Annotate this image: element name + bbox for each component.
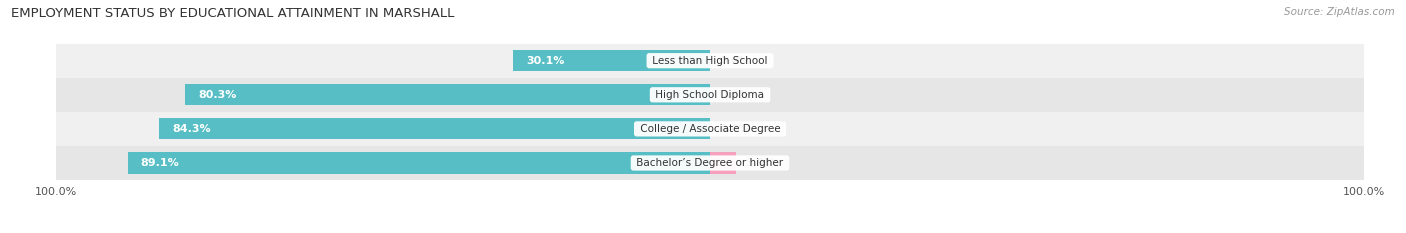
Text: High School Diploma: High School Diploma: [652, 90, 768, 100]
Text: Bachelor’s Degree or higher: Bachelor’s Degree or higher: [633, 158, 787, 168]
Text: Source: ZipAtlas.com: Source: ZipAtlas.com: [1284, 7, 1395, 17]
Bar: [56, 78, 1364, 112]
Text: 84.3%: 84.3%: [172, 124, 211, 134]
Text: EMPLOYMENT STATUS BY EDUCATIONAL ATTAINMENT IN MARSHALL: EMPLOYMENT STATUS BY EDUCATIONAL ATTAINM…: [11, 7, 454, 20]
Text: 80.3%: 80.3%: [198, 90, 236, 100]
Text: 0.0%: 0.0%: [720, 90, 751, 100]
Text: Less than High School: Less than High School: [650, 56, 770, 66]
Bar: [186, 84, 710, 105]
Bar: [513, 50, 710, 71]
Bar: [128, 152, 710, 174]
Bar: [56, 112, 1364, 146]
Bar: [56, 44, 1364, 78]
Text: 0.0%: 0.0%: [720, 124, 751, 134]
Bar: [710, 152, 735, 174]
Bar: [56, 146, 1364, 180]
Text: 0.0%: 0.0%: [720, 56, 751, 66]
Legend: In Labor Force, Unemployed: In Labor Force, Unemployed: [598, 232, 823, 233]
Text: College / Associate Degree: College / Associate Degree: [637, 124, 783, 134]
Text: 89.1%: 89.1%: [141, 158, 180, 168]
Bar: [159, 118, 710, 140]
Text: 3.9%: 3.9%: [745, 158, 776, 168]
Text: 30.1%: 30.1%: [526, 56, 565, 66]
